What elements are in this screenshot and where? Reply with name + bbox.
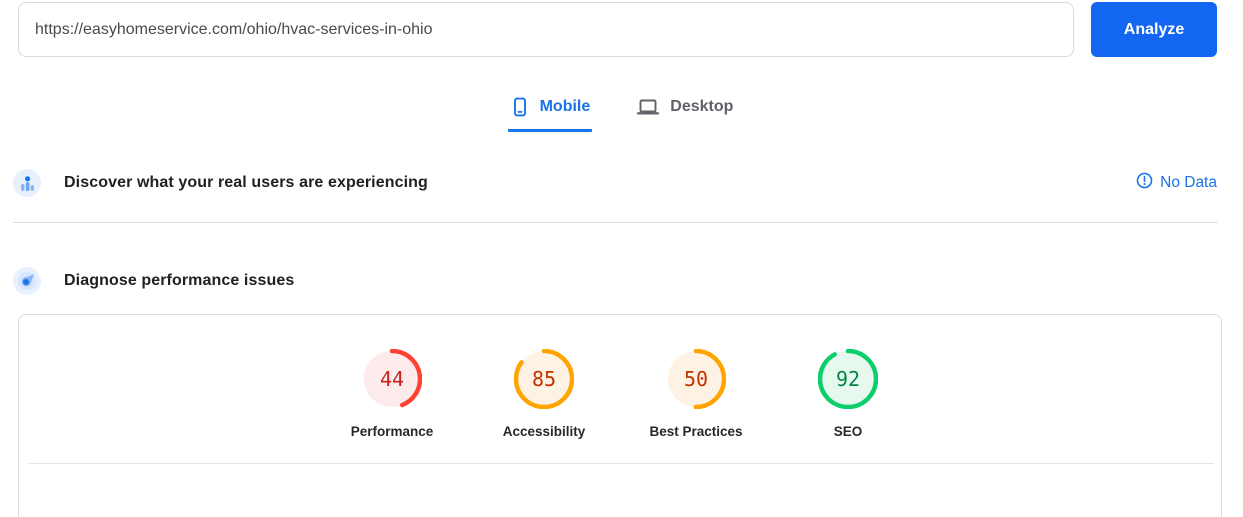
score-label: Performance bbox=[350, 424, 434, 439]
score-ring: 50 bbox=[666, 349, 726, 409]
section-divider bbox=[13, 222, 1218, 223]
field-section-title: Discover what your real users are experi… bbox=[64, 174, 428, 191]
error-outline-icon bbox=[1136, 172, 1153, 194]
field-data-section: Discover what your real users are experi… bbox=[0, 169, 1243, 197]
no-data-status[interactable]: No Data bbox=[1136, 172, 1217, 194]
score-label: Best Practices bbox=[649, 424, 743, 439]
score-gauge[interactable]: 50 Best Practices bbox=[640, 349, 752, 439]
tab-mobile-label: Mobile bbox=[539, 98, 591, 115]
score-ring: 92 bbox=[818, 349, 878, 409]
score-gauge[interactable]: 85 Accessibility bbox=[488, 349, 600, 439]
tab-desktop-label: Desktop bbox=[670, 98, 734, 115]
score-value: 44 bbox=[379, 367, 405, 391]
lab-data-section: Diagnose performance issues bbox=[0, 267, 1243, 295]
report-card: 44 Performance 85 Accessibility 50 Best … bbox=[18, 314, 1222, 517]
tab-desktop[interactable]: Desktop bbox=[634, 93, 735, 132]
score-ring: 44 bbox=[362, 349, 422, 409]
lab-section-title: Diagnose performance issues bbox=[64, 272, 295, 289]
score-label: SEO bbox=[833, 424, 863, 439]
laptop-icon bbox=[636, 97, 660, 117]
score-value: 50 bbox=[683, 367, 709, 391]
score-ring: 85 bbox=[514, 349, 574, 409]
score-value: 92 bbox=[835, 367, 861, 391]
smartphone-icon bbox=[510, 97, 530, 117]
score-value: 85 bbox=[531, 367, 557, 391]
analyze-toolbar: Analyze bbox=[0, 0, 1243, 57]
real-users-icon bbox=[13, 169, 41, 197]
device-tabs: Mobile Desktop bbox=[0, 93, 1243, 132]
no-data-label: No Data bbox=[1160, 174, 1217, 191]
url-input[interactable] bbox=[18, 2, 1074, 57]
analyze-button[interactable]: Analyze bbox=[1091, 2, 1217, 57]
score-gauge[interactable]: 44 Performance bbox=[336, 349, 448, 439]
card-divider bbox=[29, 463, 1214, 464]
diagnose-speed-icon bbox=[13, 267, 41, 295]
tab-mobile[interactable]: Mobile bbox=[507, 93, 593, 132]
score-gauges: 44 Performance 85 Accessibility 50 Best … bbox=[19, 315, 1221, 439]
score-label: Accessibility bbox=[502, 424, 586, 439]
score-gauge[interactable]: 92 SEO bbox=[792, 349, 904, 439]
